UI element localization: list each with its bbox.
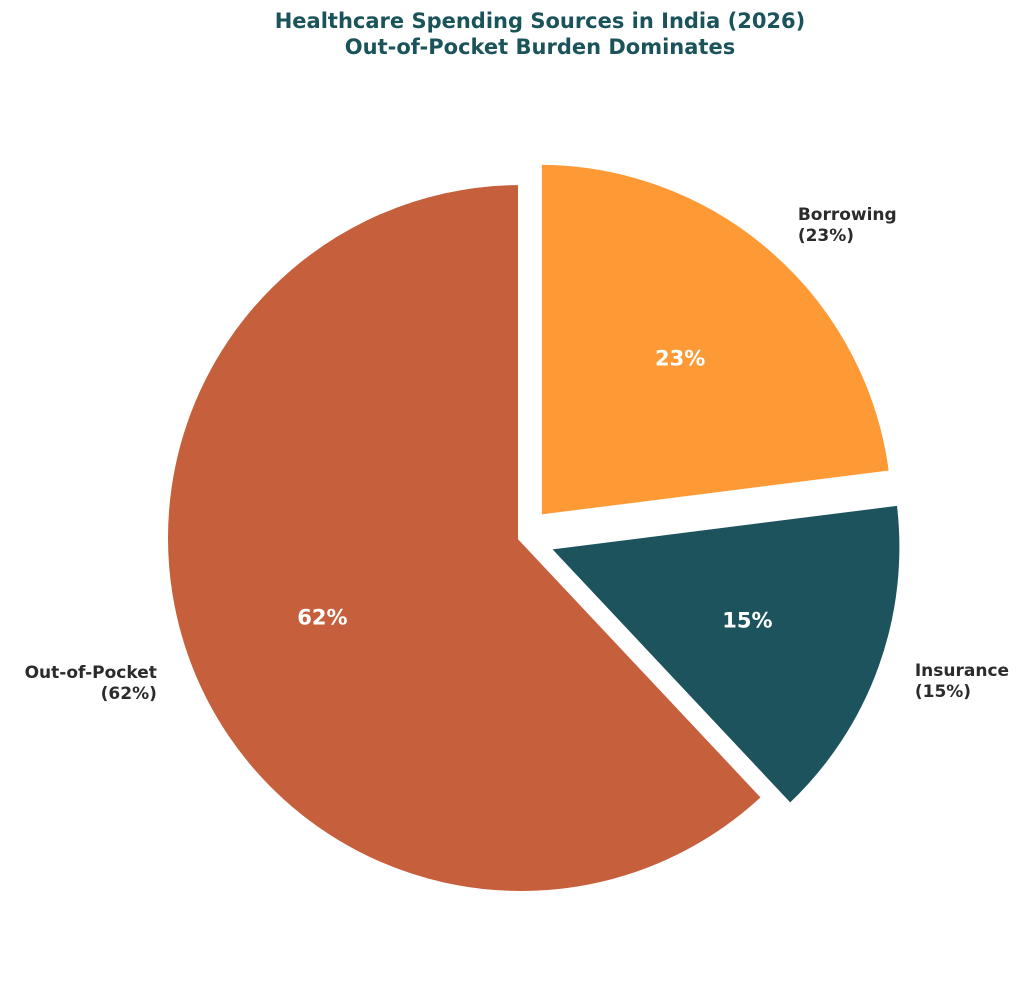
pie-slice-insurance xyxy=(540,499,906,811)
slice-outer-label: Borrowing xyxy=(798,205,897,225)
slice-outer-label: Insurance xyxy=(915,661,1009,681)
slice-outer-percent: (23%) xyxy=(798,226,854,246)
slice-outer-percent: (15%) xyxy=(915,682,971,702)
chart-title: Healthcare Spending Sources in India (20… xyxy=(275,9,806,33)
slice-percent-label: 62% xyxy=(297,606,347,630)
slice-outer-percent: (62%) xyxy=(101,684,157,704)
pie-slice-out-of-pocket xyxy=(162,178,769,897)
slice-percent-label: 15% xyxy=(722,609,772,633)
chart-subtitle: Out-of-Pocket Burden Dominates xyxy=(345,35,735,59)
slice-outer-label: Out-of-Pocket xyxy=(25,663,157,683)
slice-percent-label: 23% xyxy=(655,347,705,371)
pie-slice-borrowing xyxy=(535,158,896,522)
